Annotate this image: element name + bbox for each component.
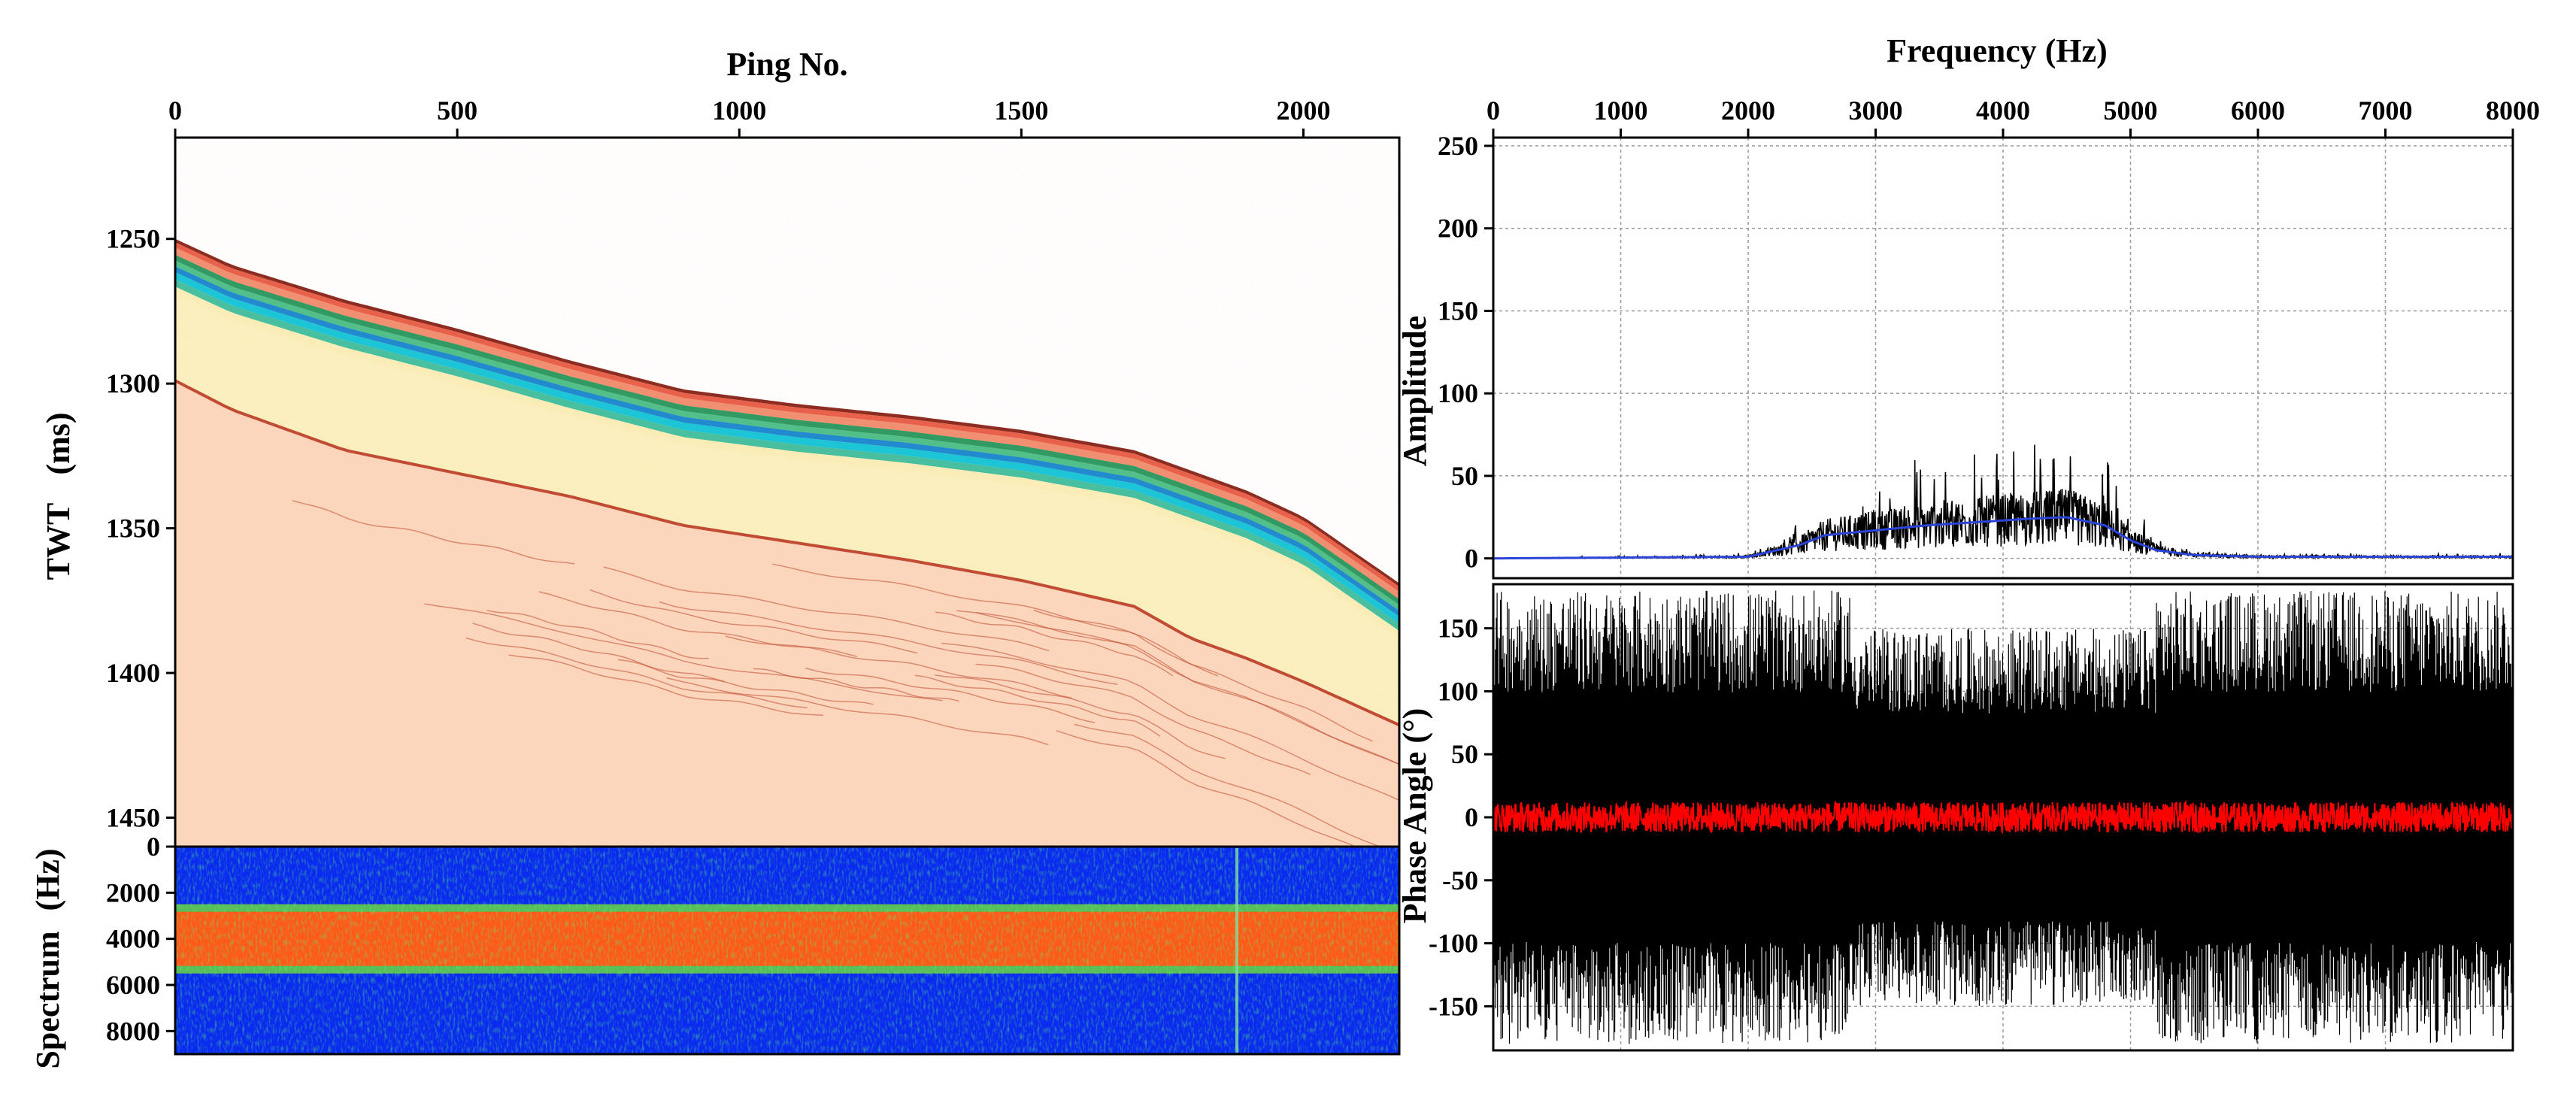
profile-y-tick-label: 1400 [106, 658, 160, 688]
amplitude-spectrum-plot: Frequency (Hz) 0 1000 2000 3000 4000 5000 6000… [1396, 32, 2540, 580]
basement-reflector [424, 603, 943, 701]
basement-reflector [589, 589, 918, 654]
basement-reflector [465, 637, 808, 708]
spectrogram-frame [174, 845, 1401, 1056]
amplitude-y-tick-label: 250 [1438, 131, 1478, 161]
phase-y-tick-label: -50 [1442, 865, 1478, 895]
profile-y-tick-label: 1450 [106, 803, 160, 833]
profile-x-tick-label: 500 [437, 95, 477, 126]
basement-reflector [805, 667, 1096, 723]
profile-x-tick-label: 1500 [994, 95, 1048, 126]
spectrogram-y-tick-label: 2000 [106, 877, 160, 908]
phase-spectrum-plot: 150 100 50 0 -50 -100 -150 Phase Angle (°) [1396, 583, 2514, 1052]
spectrogram-y-tick-label: 6000 [106, 970, 160, 1000]
profile-ylabel-twt: TWT [40, 503, 77, 580]
basement-reflectors [292, 500, 1399, 847]
phase-y-tick-label: -150 [1429, 991, 1478, 1021]
basement-reflector [1074, 723, 1382, 847]
amplitude-ylabel: Amplitude [1396, 316, 1433, 466]
profile-x-tick-label: 1000 [712, 95, 766, 126]
basement-reflector [725, 635, 1072, 699]
spectrogram-ylabel: Spectrum [29, 931, 66, 1068]
basement-reflector [659, 601, 1118, 686]
phase-y-tick-label: -100 [1429, 929, 1478, 959]
amplitude-x-tick-label: 7000 [2359, 95, 2413, 126]
spectrogram-y-tick-label: 0 [147, 832, 160, 862]
amplitude-title: Frequency (Hz) [1887, 32, 2108, 69]
basement-reflector [753, 668, 959, 702]
amplitude-x-tick-label: 6000 [2231, 95, 2285, 126]
amplitude-x-tick-label: 4000 [1976, 95, 2030, 126]
amplitude-x-tick-label: 2000 [1721, 95, 1775, 126]
phase-ylabel: Phase Angle (°) [1396, 708, 1433, 923]
profile-y-ticks: 1250 1300 1350 1400 1450 [106, 224, 175, 833]
basement-reflector [772, 563, 1218, 677]
amplitude-envelope-line [1493, 516, 2513, 560]
basement-reflector [914, 674, 1161, 737]
amplitude-y-tick-label: 150 [1438, 295, 1478, 326]
basement-reflector [617, 659, 874, 705]
amplitude-y-tick-label: 50 [1451, 461, 1478, 491]
spectrogram-y-tick-label: 8000 [106, 1016, 160, 1046]
amplitude-x-tick-label: 0 [1487, 95, 1500, 126]
basement-reflector [1033, 609, 1374, 742]
basement-reflector [935, 674, 1226, 759]
basement-reflector [975, 663, 1311, 775]
basement-reflector [486, 609, 709, 659]
amplitude-x-tick-label: 3000 [1849, 95, 1903, 126]
amplitude-x-tick-label: 8000 [2486, 95, 2540, 126]
phase-trace [1493, 590, 2513, 1044]
basement-reflector [666, 677, 1049, 746]
phase-y-ticks: 150 100 50 0 -50 -100 -150 [1429, 614, 1493, 1021]
basement-reflector [603, 566, 1050, 652]
spectrogram-y-tick-label: 4000 [106, 924, 160, 954]
amplitude-y-tick-label: 200 [1438, 214, 1478, 244]
basement-reflector [508, 654, 823, 716]
spectrogram-plot: 0 2000 4000 6000 8000 Spectrum (Hz) [29, 832, 1401, 1069]
basement-reflector [1056, 729, 1357, 847]
amplitude-x-tick-label: 1000 [1594, 95, 1648, 126]
profile-x-ticks: 0 500 1000 1500 2000 [168, 95, 1330, 138]
amplitude-y-tick-label: 100 [1438, 378, 1478, 408]
profile-title: Ping No. [726, 46, 847, 83]
profile-ylabel-unit: (ms) [40, 412, 77, 474]
phase-mean-trace [1493, 799, 2513, 835]
spectrogram-noise [175, 847, 1399, 1054]
profile-y-tick-label: 1250 [106, 224, 160, 254]
basement-grain [175, 138, 1399, 847]
profile-y-tick-label: 1350 [106, 514, 160, 544]
profile-y-tick-label: 1300 [106, 368, 160, 398]
spectrogram-y-ticks: 0 2000 4000 6000 8000 [106, 832, 175, 1046]
phase-y-tick-label: 100 [1438, 676, 1478, 706]
spectrogram-ylabel-unit: (Hz) [29, 848, 66, 911]
profile-x-tick-label: 2000 [1276, 95, 1330, 126]
amplitude-y-tick-label: 0 [1465, 544, 1478, 574]
basement-reflector [292, 500, 575, 565]
basement-reflector [472, 623, 725, 683]
profile-x-tick-label: 0 [168, 95, 182, 126]
phase-y-tick-label: 0 [1465, 802, 1478, 832]
seismic-profile-plot: Ping No. 0 500 1000 1500 2000 1250 1300 1350 14… [40, 46, 1401, 848]
phase-y-tick-label: 150 [1438, 614, 1478, 644]
basement-reflector [956, 610, 1399, 765]
phase-y-tick-label: 50 [1451, 739, 1478, 769]
amplitude-y-ticks: 250 200 150 100 50 0 [1438, 131, 1493, 574]
basement-reflector [941, 642, 1399, 801]
basement-reflector [935, 611, 1174, 677]
amplitude-x-tick-label: 5000 [2104, 95, 2158, 126]
spectrogram-artifact-line [1235, 848, 1238, 1053]
amplitude-x-ticks: 0 1000 2000 3000 4000 5000 6000 7000 8000 [1487, 95, 2540, 138]
